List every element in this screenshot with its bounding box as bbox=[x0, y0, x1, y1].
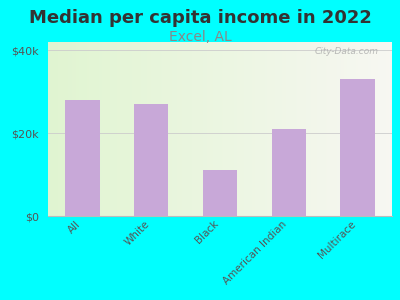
Bar bbox=[134, 104, 168, 216]
Text: Median per capita income in 2022: Median per capita income in 2022 bbox=[28, 9, 372, 27]
Bar bbox=[272, 129, 306, 216]
Text: City-Data.com: City-Data.com bbox=[314, 47, 378, 56]
Bar bbox=[340, 79, 375, 216]
Bar bbox=[203, 170, 237, 216]
Bar bbox=[65, 100, 100, 216]
Text: Excel, AL: Excel, AL bbox=[169, 30, 231, 44]
